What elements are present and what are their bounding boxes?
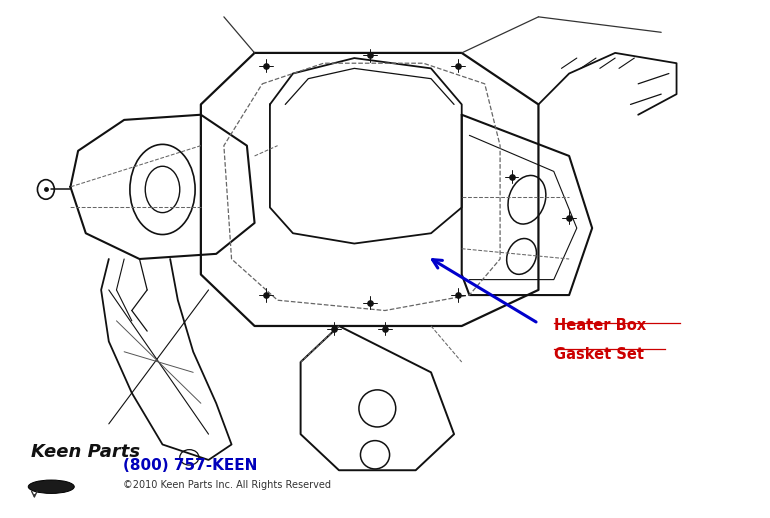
Text: Heater Box: Heater Box <box>554 318 646 333</box>
Text: Keen Parts: Keen Parts <box>31 443 139 462</box>
Text: Gasket Set: Gasket Set <box>554 347 644 362</box>
Text: ©2010 Keen Parts Inc. All Rights Reserved: ©2010 Keen Parts Inc. All Rights Reserve… <box>122 480 330 490</box>
Text: (800) 757-KEEN: (800) 757-KEEN <box>122 458 257 473</box>
Ellipse shape <box>28 480 74 494</box>
